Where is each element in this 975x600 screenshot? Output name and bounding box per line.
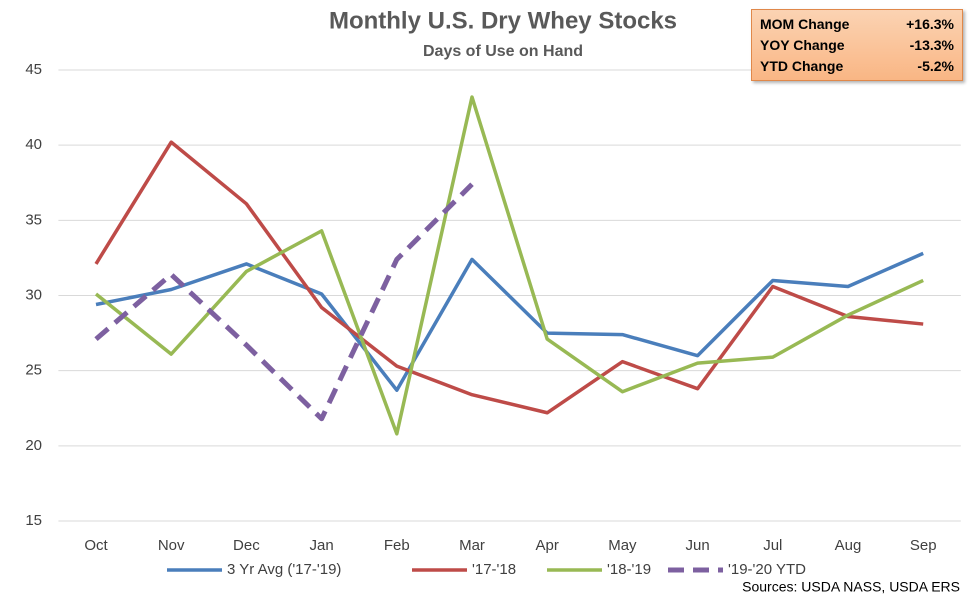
series-line xyxy=(94,182,474,422)
x-tick-label: May xyxy=(608,537,637,554)
y-tick-label: 40 xyxy=(25,136,42,153)
legend-label: '17-'18 xyxy=(472,561,516,578)
summary-row: MOM Change +16.3% xyxy=(760,14,954,35)
x-tick-label: Sep xyxy=(910,537,937,554)
legend-label: '18-'19 xyxy=(607,561,651,578)
x-tick-label: Dec xyxy=(233,537,260,554)
summary-value: -13.3% xyxy=(909,37,954,53)
legend-label: 3 Yr Avg ('17-'19) xyxy=(227,561,341,578)
chart-title: Monthly U.S. Dry Whey Stocks xyxy=(329,7,677,34)
x-tick-label: Mar xyxy=(459,537,485,554)
summary-row: YTD Change -5.2% xyxy=(760,56,954,77)
y-tick-label: 20 xyxy=(25,437,42,454)
series-line xyxy=(94,95,924,436)
series-line xyxy=(94,140,924,415)
summary-label: MOM Change xyxy=(760,16,850,32)
summary-label: YTD Change xyxy=(760,58,844,74)
x-tick-label: Jun xyxy=(686,537,710,554)
x-tick-label: Aug xyxy=(835,537,862,554)
y-tick-label: 35 xyxy=(25,211,42,228)
chart-subtitle: Days of Use on Hand xyxy=(423,43,583,60)
y-tick-label: 45 xyxy=(25,61,42,78)
summary-label: YOY Change xyxy=(760,37,845,53)
x-tick-label: Feb xyxy=(384,537,410,554)
y-tick-label: 15 xyxy=(25,512,42,529)
x-tick-label: Jul xyxy=(763,537,782,554)
x-tick-label: Jan xyxy=(310,537,334,554)
summary-value: -5.2% xyxy=(917,58,954,74)
summary-box: MOM Change +16.3% YOY Change -13.3% YTD Chan… xyxy=(751,9,963,81)
x-tick-label: Nov xyxy=(158,537,185,554)
x-tick-label: Oct xyxy=(84,537,108,554)
legend-label: '19-'20 YTD xyxy=(728,561,806,578)
source: Sources: USDA NASS, USDA ERS xyxy=(742,579,960,595)
y-tick-label: 25 xyxy=(25,362,42,379)
y-tick-label: 30 xyxy=(25,286,42,303)
summary-value: +16.3% xyxy=(906,16,954,32)
x-tick-label: Apr xyxy=(536,537,559,554)
series-line xyxy=(95,251,924,392)
summary-row: YOY Change -13.3% xyxy=(760,35,954,56)
